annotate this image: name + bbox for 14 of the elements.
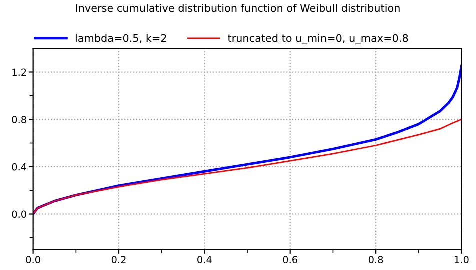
y-tick-label: 1.2 [12,68,26,76]
x-tick-label: 0.2 [112,256,126,264]
legend-label: lambda=0.5, k=2 [76,34,166,44]
legend-label: truncated to u_min=0, u_max=0.8 [228,34,408,45]
x-tick-label: 0.0 [26,256,40,264]
y-tick-label: 0.8 [12,116,26,124]
x-tick-label: 0.6 [283,256,298,264]
x-tick-label: 0.4 [198,256,212,264]
x-tick-label: 1.0 [455,256,469,264]
x-tick-label: 0.8 [368,256,384,264]
chart-title: Inverse cumulative distribution function of Weibull distribution [76,4,400,12]
y-tick-label: 0.0 [12,210,26,218]
line-series [33,118,462,215]
y-tick-label: 0.4 [12,163,27,171]
